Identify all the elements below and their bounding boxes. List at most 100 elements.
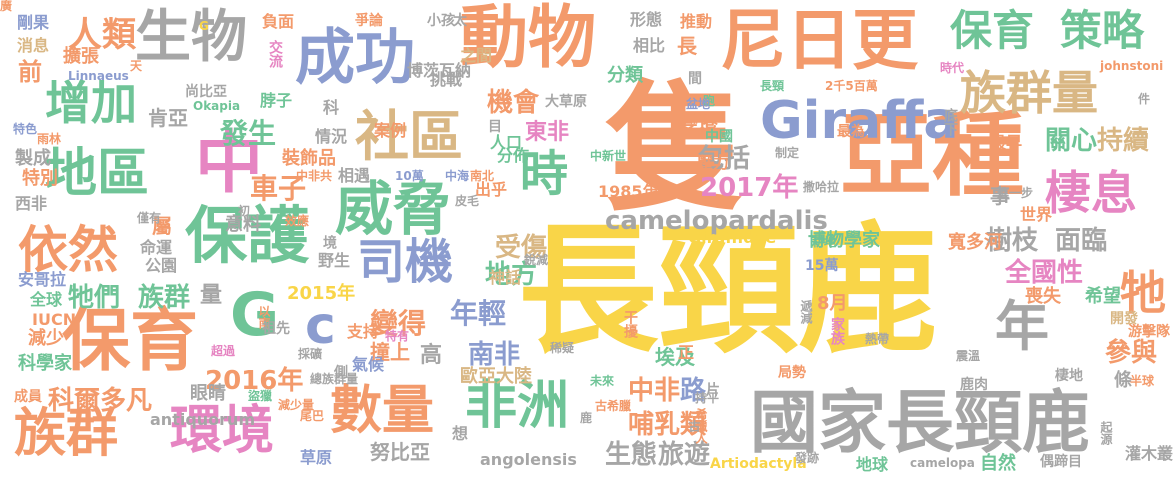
word-cloud-term: 遞減: [799, 300, 813, 324]
word-cloud-term: 干擾: [622, 310, 638, 338]
word-cloud-term: 爭論: [355, 13, 383, 29]
word-cloud-term: 路: [680, 376, 707, 406]
word-cloud-term: 2千5百萬: [825, 79, 878, 93]
word-cloud-term: 棲地: [1055, 368, 1083, 384]
word-cloud-term: 灌木叢: [1124, 444, 1173, 463]
word-cloud-term: 尚比亞: [185, 84, 227, 100]
word-cloud-term: 中海: [445, 169, 470, 183]
word-cloud-term: 廣: [0, 0, 13, 13]
word-cloud-term: 古: [687, 420, 701, 432]
word-cloud-term: 棲息: [1045, 166, 1137, 220]
word-cloud-term: 耕地: [812, 235, 837, 249]
word-cloud-term: 擴張: [63, 46, 99, 67]
word-cloud-term: 採礦: [298, 347, 323, 361]
word-cloud-term: 時: [520, 146, 569, 202]
word-cloud-term: 件: [1138, 92, 1151, 106]
word-cloud-term: 總族群量: [310, 372, 359, 386]
word-cloud-term: 製成: [15, 148, 51, 169]
word-cloud-term: 哺乳類: [628, 410, 707, 440]
word-cloud-term: 族群: [14, 404, 119, 464]
word-cloud-term: 機會: [487, 88, 540, 118]
word-cloud-term: 目: [488, 119, 502, 135]
word-cloud-term: 半球: [1130, 374, 1155, 388]
word-cloud-term: 司機: [357, 234, 454, 290]
word-cloud-term: 保育: [62, 302, 199, 381]
word-cloud-term: 2017年: [700, 173, 799, 203]
word-cloud-term: 壓力: [697, 153, 730, 172]
word-cloud-term: 推動: [680, 12, 713, 31]
word-cloud-term: 增加: [45, 76, 137, 130]
word-cloud-term: 相遇: [338, 166, 371, 185]
word-cloud-term: 眼睛: [190, 383, 226, 404]
word-cloud-term: 正: [678, 343, 695, 362]
word-cloud-term: 持平: [695, 391, 720, 405]
word-cloud-term: 案例: [374, 121, 407, 140]
word-cloud-term: 銳減: [524, 253, 549, 267]
word-cloud-term: 博物學家: [808, 230, 880, 251]
word-cloud-term: johnstoni: [1100, 59, 1164, 73]
word-cloud-term: Linnaeus: [68, 69, 129, 83]
word-cloud-term: 中非: [628, 376, 681, 406]
word-cloud-term: 意料: [225, 214, 261, 235]
word-cloud-term: angolensis: [480, 450, 577, 469]
word-cloud-term: 保育: [950, 6, 1035, 55]
word-cloud-term: 分類: [607, 65, 643, 86]
word-cloud-term: 長頸鹿: [518, 210, 939, 373]
word-cloud-term: 皮毛: [455, 194, 480, 208]
word-cloud-term: 希望: [1085, 286, 1121, 307]
word-cloud-term: 尾巴: [300, 409, 325, 423]
word-cloud-term: 氣候: [352, 355, 385, 374]
word-cloud-term: 依然: [18, 221, 118, 279]
word-cloud-term: 挑戰: [430, 70, 463, 89]
word-cloud-term: 野生: [318, 251, 351, 270]
word-cloud-term: 歐亞大陸: [460, 366, 532, 387]
word-cloud-term: 撞上: [370, 340, 410, 364]
word-cloud-term: 稀疑: [550, 341, 575, 355]
word-cloud-term: 進一步: [997, 186, 1034, 200]
word-cloud-term: 鹿: [580, 411, 593, 425]
word-cloud-term: 大草原: [545, 94, 587, 110]
word-cloud-term: 減少量: [278, 398, 315, 412]
word-cloud-term: 盜獵: [248, 389, 273, 403]
word-cloud-term: 減少: [28, 328, 64, 349]
word-cloud-term: 出乎: [475, 180, 508, 199]
word-cloud-term: 最早: [990, 133, 1023, 152]
word-cloud-term: 條: [1111, 370, 1132, 388]
word-cloud-term: 游擊隊: [1128, 324, 1170, 340]
word-cloud-term: 生物: [135, 5, 247, 70]
word-cloud-term: 科學家: [18, 353, 72, 374]
word-cloud-term: 地球: [856, 455, 889, 474]
word-cloud-term: 天: [130, 59, 143, 73]
word-cloud-term: 自然: [980, 453, 1016, 474]
word-cloud-term: 東非: [525, 120, 570, 145]
word-cloud-term: 祖先: [262, 321, 290, 337]
word-cloud-term: 社區: [355, 105, 463, 168]
word-cloud-term: 肯亞: [148, 106, 188, 130]
word-cloud-term: 古希臘: [595, 399, 632, 413]
word-cloud-term: 中: [195, 124, 264, 203]
word-cloud-term: 全國性: [1005, 258, 1084, 288]
word-cloud-term: Giraffa: [760, 91, 959, 151]
word-cloud-term: 裝飾品: [282, 148, 336, 169]
word-cloud-term: Artiodactyla: [710, 456, 807, 472]
word-cloud-term: 撒哈拉: [803, 180, 840, 194]
word-cloud-term: 族群量: [960, 66, 1098, 120]
word-cloud-term: c: [305, 296, 336, 356]
word-cloud-term: 以南: [257, 305, 271, 329]
word-cloud-term: 跑: [703, 94, 716, 108]
word-cloud-term: 雨林: [37, 132, 62, 146]
word-cloud-term: 剛果: [17, 13, 50, 32]
word-cloud-term: 盆地: [686, 97, 711, 111]
word-cloud-term: 生態: [605, 440, 658, 470]
word-cloud-term: 情況: [315, 127, 348, 146]
word-cloud-term: G: [230, 280, 280, 350]
word-cloud-term: 人口: [490, 133, 523, 152]
word-cloud-term: 交流: [267, 40, 283, 68]
word-cloud-term: 太: [453, 13, 467, 29]
word-cloud-term: 形態: [630, 10, 663, 29]
word-cloud-term: 包括: [698, 144, 751, 174]
word-cloud-term: 制定: [775, 146, 800, 160]
word-cloud-term: 效應: [285, 214, 310, 228]
word-cloud-term: 年: [995, 295, 1049, 358]
